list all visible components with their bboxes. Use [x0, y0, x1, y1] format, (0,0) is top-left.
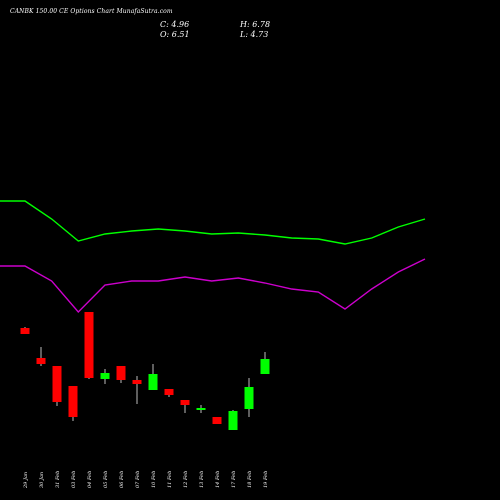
x-tick-label: 03 Feb: [71, 471, 77, 488]
candle-body: [84, 312, 94, 378]
x-tick-label: 06 Feb: [119, 471, 125, 488]
candle-body: [260, 359, 270, 374]
x-tick-label: 31 Feb: [55, 471, 61, 488]
candle-body: [148, 374, 158, 390]
x-tick-label: 07 Feb: [135, 471, 141, 488]
candle-body: [212, 417, 222, 424]
x-tick-label: 11 Feb: [167, 471, 173, 488]
candle-body: [68, 386, 78, 417]
candle-body: [20, 328, 30, 334]
high-value: H: 6.78: [240, 20, 271, 29]
candle-body: [164, 389, 174, 395]
candle-body: [244, 387, 254, 409]
x-tick-label: 29 Jan: [23, 472, 29, 489]
x-tick-label: 19 Feb: [263, 471, 269, 488]
candle-body: [116, 366, 126, 380]
x-tick-label: 30 Jan: [39, 472, 45, 488]
candle-body: [52, 366, 62, 402]
candle-body: [196, 408, 206, 410]
x-tick-label: 10 Feb: [151, 471, 157, 488]
chart-title: CANBK 150.00 CE Options Chart MunafaSutr…: [10, 8, 173, 15]
x-tick-label: 18 Feb: [247, 471, 253, 488]
x-tick-label: 12 Feb: [183, 471, 189, 488]
candle-body: [180, 400, 190, 405]
x-tick-label: 13 Feb: [199, 471, 205, 488]
close-value: C: 4.96: [160, 20, 190, 29]
candle-body: [100, 373, 110, 379]
lower-band-line: [0, 258, 426, 314]
candle-body: [36, 358, 46, 364]
candle-body: [228, 411, 238, 430]
open-value: O: 6.51: [160, 30, 190, 39]
x-tick-label: 17 Feb: [231, 471, 237, 488]
low-value: L: 4.73: [240, 30, 269, 39]
x-tick-label: 05 Feb: [103, 471, 109, 488]
upper-band-line: [0, 200, 426, 245]
candle-body: [132, 380, 142, 384]
x-tick-label: 04 Feb: [87, 471, 93, 488]
x-tick-label: 14 Feb: [215, 471, 221, 488]
